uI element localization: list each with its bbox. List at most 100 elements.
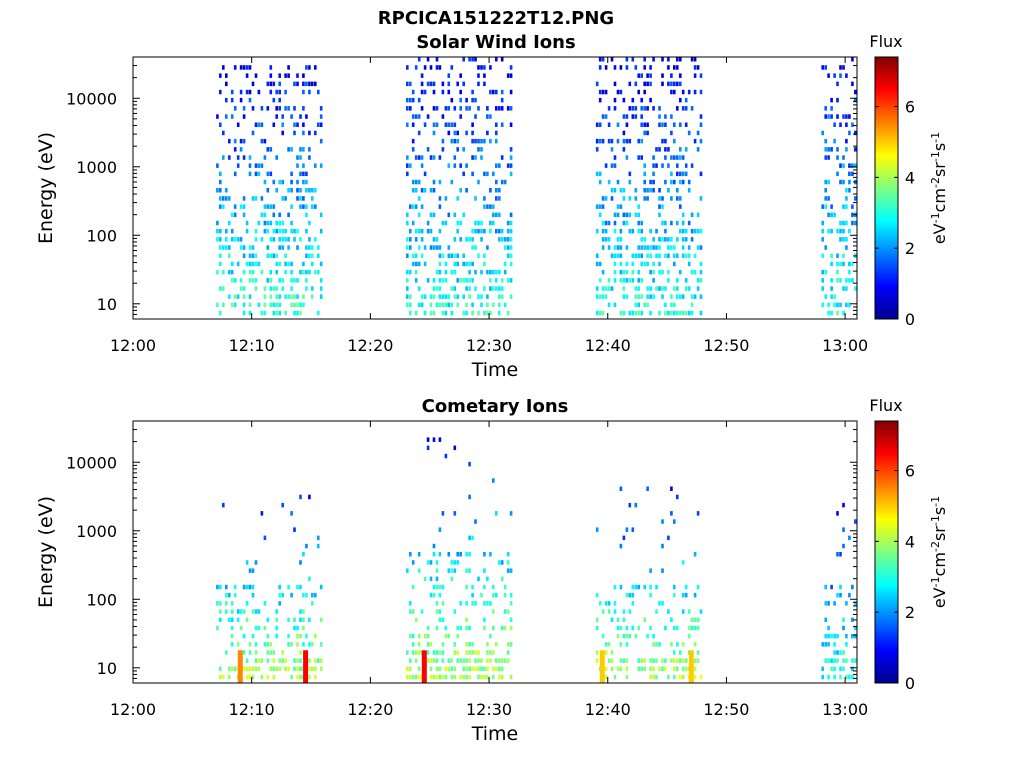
heatmap-cell <box>643 261 646 267</box>
heatmap-cell <box>284 106 287 111</box>
heatmap-cell <box>667 269 670 275</box>
heatmap-cell <box>447 89 451 95</box>
heatmap-cell <box>833 674 836 680</box>
heatmap-cell <box>601 57 605 62</box>
heatmap-cell <box>450 253 454 258</box>
heatmap-cell <box>248 261 252 267</box>
heatmap-cell <box>296 228 299 234</box>
heatmap-cell <box>216 163 219 168</box>
heatmap-cell <box>613 212 617 218</box>
heatmap-cell <box>848 302 851 308</box>
heatmap-cell <box>254 122 258 127</box>
heatmap-cell <box>219 237 222 242</box>
heatmap-cell <box>643 196 646 201</box>
heatmap-cell <box>839 237 842 242</box>
heatmap-cell <box>506 106 510 111</box>
heatmap-cell <box>456 625 459 631</box>
heatmap-cell <box>610 253 614 258</box>
heatmap-cell <box>275 294 278 299</box>
heatmap-cell <box>275 302 278 308</box>
heatmap-cell <box>667 609 670 614</box>
heatmap-cell <box>676 294 679 299</box>
heatmap-cell <box>492 592 495 598</box>
heatmap-cell <box>631 278 635 283</box>
heatmap-cell <box>317 122 320 127</box>
heatmap-cell <box>604 237 608 242</box>
heatmap-cell <box>411 220 415 226</box>
heatmap-cell <box>254 228 258 234</box>
heatmap-cell <box>236 609 240 614</box>
heatmap-cell <box>649 294 652 299</box>
heatmap-cell <box>634 114 638 119</box>
heatmap-cell <box>426 642 430 647</box>
heatmap-cell <box>821 286 824 291</box>
heatmap-cell <box>319 122 323 127</box>
heatmap-cell <box>492 478 495 483</box>
heatmap-cell <box>308 81 311 87</box>
heatmap-cell <box>305 592 308 598</box>
heatmap-cell <box>506 560 510 565</box>
heatmap-cell <box>471 302 474 308</box>
heatmap-cell <box>604 228 608 234</box>
colorbar-gradient <box>874 56 899 320</box>
heatmap-cell <box>417 633 421 639</box>
heatmap-cell <box>248 269 252 275</box>
heatmap-cell <box>471 155 474 160</box>
y-axis-label-solar-wind: Energy (eV) <box>35 132 57 244</box>
heatmap-cell <box>480 138 483 144</box>
heatmap-cell <box>222 245 225 250</box>
heatmap-cell <box>233 106 237 111</box>
heatmap-cell <box>658 269 661 275</box>
heatmap-cell <box>299 114 302 119</box>
heatmap-cell <box>269 220 273 226</box>
heatmap-cell <box>854 220 857 226</box>
heatmap-cell <box>643 130 646 136</box>
heatmap-cell <box>649 81 652 87</box>
heatmap-cell <box>230 114 234 119</box>
heatmap-cell <box>607 609 611 614</box>
heatmap-cell <box>296 81 299 87</box>
heatmap-cell <box>447 552 451 557</box>
heatmap-cell <box>411 122 415 127</box>
heatmap-cell <box>314 269 317 275</box>
heatmap-cell <box>631 97 635 103</box>
heatmap-cell <box>230 89 234 95</box>
heatmap-cell <box>658 261 661 267</box>
heatmap-cell <box>471 601 474 606</box>
heatmap-cell <box>598 57 602 62</box>
heatmap-cell <box>649 269 652 275</box>
heatmap-cell <box>317 269 320 275</box>
heatmap-cell <box>465 278 468 283</box>
heatmap-cell <box>438 245 442 250</box>
heatmap-cell <box>263 155 267 160</box>
heatmap-cell <box>406 666 409 672</box>
heatmap-cell <box>625 138 629 144</box>
heatmap-cell <box>453 286 457 291</box>
heatmap-cell <box>845 601 848 606</box>
heatmap-cell <box>667 147 670 152</box>
heatmap-cell <box>670 179 673 185</box>
heatmap-cell <box>251 81 255 87</box>
heatmap-cell <box>441 81 445 87</box>
heatmap-cell <box>854 519 857 524</box>
heatmap-cell <box>432 212 436 218</box>
heatmap-cell <box>839 592 842 598</box>
heatmap-cell <box>459 658 462 663</box>
heatmap-cell <box>242 204 246 209</box>
heatmap-cell <box>423 261 427 267</box>
heatmap-cell <box>462 171 465 177</box>
heatmap-cell <box>483 253 486 258</box>
heatmap-cell <box>233 147 237 152</box>
heatmap-cell <box>299 666 302 672</box>
heatmap-cell <box>480 147 483 152</box>
heatmap-cell <box>509 253 513 258</box>
heatmap-cell <box>699 171 703 177</box>
heatmap-cell <box>652 642 655 647</box>
heatmap-cell <box>503 179 507 185</box>
heatmap-cell <box>679 122 682 127</box>
heatmap-cell <box>509 278 513 283</box>
heatmap-cell <box>429 560 433 565</box>
heatmap-cell <box>281 130 284 136</box>
heatmap-cell <box>652 278 655 283</box>
